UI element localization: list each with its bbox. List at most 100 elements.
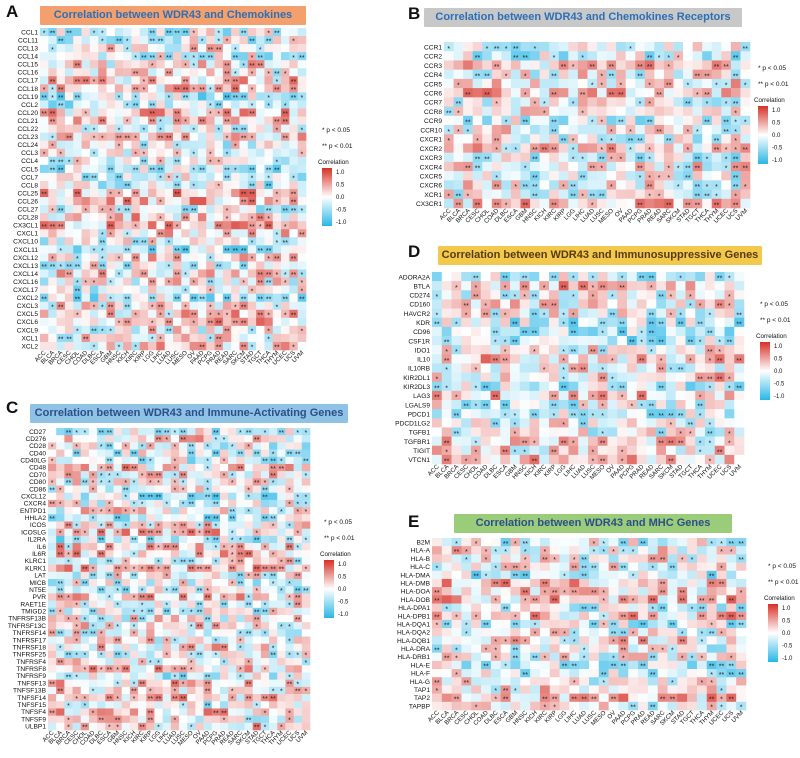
heatmap-cell xyxy=(281,221,290,230)
heatmap-cell xyxy=(162,492,172,501)
heatmap-cell xyxy=(88,715,98,724)
significance-mark: * xyxy=(251,288,254,295)
significance-mark: ** xyxy=(685,175,691,182)
significance-mark: ** xyxy=(183,248,189,255)
heatmap-cell xyxy=(98,92,107,101)
heatmap-cell xyxy=(203,722,213,731)
heatmap-cell xyxy=(64,679,73,688)
heatmap-cell xyxy=(463,198,473,209)
heatmap-cell xyxy=(89,197,99,206)
heatmap-cell xyxy=(64,650,73,659)
heatmap-cell xyxy=(577,125,588,135)
heatmap-cell xyxy=(549,143,560,153)
heatmap-cell xyxy=(264,317,274,327)
significance-mark: * xyxy=(206,459,209,466)
heatmap-cell xyxy=(264,285,274,294)
heatmap-cell xyxy=(558,42,569,52)
heatmap-cell xyxy=(56,52,66,61)
heatmap-cell xyxy=(269,665,278,673)
heatmap-cell xyxy=(64,672,73,680)
significance-mark: ** xyxy=(262,487,268,494)
heatmap-cell xyxy=(654,97,665,107)
heatmap-cell xyxy=(81,245,91,254)
heatmap-cell xyxy=(64,694,73,702)
heatmap-cell xyxy=(461,326,472,337)
heatmap-cell xyxy=(138,543,147,551)
heatmap-cell xyxy=(89,341,99,351)
heatmap-cell xyxy=(214,285,224,294)
significance-mark: ** xyxy=(58,87,64,94)
heatmap-cell xyxy=(214,245,224,254)
significance-mark: * xyxy=(648,101,651,108)
heatmap-cell xyxy=(146,600,155,609)
heatmap-cell xyxy=(244,435,253,443)
heatmap-cell xyxy=(88,679,98,688)
heatmap-cell xyxy=(113,471,122,479)
significance-mark: * xyxy=(141,444,144,451)
heatmap-cell xyxy=(154,571,163,580)
heatmap-cell xyxy=(444,115,454,126)
significance-mark: * xyxy=(167,280,170,287)
heatmap-cell xyxy=(148,132,157,141)
heatmap-cell xyxy=(206,52,215,61)
significance-mark: * xyxy=(455,321,458,328)
significance-mark: ** xyxy=(123,487,129,494)
heatmap-cell xyxy=(269,679,278,688)
heatmap-cell xyxy=(72,586,82,594)
heatmap-cell xyxy=(568,308,579,319)
heatmap-cell xyxy=(89,60,99,69)
heatmap-cell xyxy=(256,221,265,230)
heatmap-cell xyxy=(441,281,452,291)
heatmap-cell xyxy=(695,281,706,291)
heatmap-cell xyxy=(463,161,473,172)
heatmap-cell xyxy=(597,97,607,107)
significance-mark: ** xyxy=(58,595,64,602)
significance-mark: * xyxy=(251,216,254,223)
significance-mark: * xyxy=(242,280,245,287)
heatmap-cell xyxy=(219,622,229,630)
heatmap-cell xyxy=(597,308,608,319)
heatmap-cell xyxy=(173,213,182,222)
heatmap-cell xyxy=(289,333,298,343)
significance-mark: * xyxy=(288,602,291,609)
heatmap-cell xyxy=(189,84,199,93)
heatmap-cell xyxy=(80,701,90,709)
heatmap-cell xyxy=(252,428,262,436)
significance-mark: * xyxy=(533,349,536,356)
heatmap-cell xyxy=(114,285,124,294)
significance-mark: ** xyxy=(139,595,145,602)
heatmap-cell xyxy=(549,317,560,328)
heatmap-cell xyxy=(98,164,107,174)
heatmap-cell xyxy=(98,52,107,61)
heatmap-cell xyxy=(539,161,550,172)
heatmap-cell xyxy=(222,124,232,133)
heatmap-cell xyxy=(247,197,257,206)
heatmap-cell xyxy=(81,164,91,174)
significance-mark: * xyxy=(581,156,584,163)
heatmap-cell xyxy=(272,140,282,150)
significance-mark: * xyxy=(108,725,111,732)
heatmap-cell xyxy=(197,301,207,311)
heatmap-cell xyxy=(654,189,665,200)
heatmap-cell xyxy=(195,665,204,673)
heatmap-cell xyxy=(491,106,502,117)
significance-mark: * xyxy=(141,588,144,595)
heatmap-cell xyxy=(269,535,278,544)
heatmap-cell xyxy=(56,686,65,695)
heatmap-cell xyxy=(520,198,531,209)
heatmap-cell xyxy=(301,428,311,436)
heatmap-cell xyxy=(247,140,257,150)
heatmap-cell xyxy=(206,124,215,133)
heatmap-cell xyxy=(539,363,550,373)
heatmap-cell xyxy=(148,261,157,270)
heatmap-cell xyxy=(501,106,512,117)
heatmap-cell xyxy=(289,189,298,198)
heatmap-cell xyxy=(539,51,550,61)
heatmap-cell xyxy=(244,658,253,666)
significance-mark: ** xyxy=(254,566,260,573)
heatmap-cell xyxy=(121,643,131,652)
heatmap-cell xyxy=(491,198,502,209)
colorbar-title: Correlation xyxy=(320,551,351,558)
significance-mark: ** xyxy=(133,71,139,78)
significance-mark: * xyxy=(165,602,168,609)
